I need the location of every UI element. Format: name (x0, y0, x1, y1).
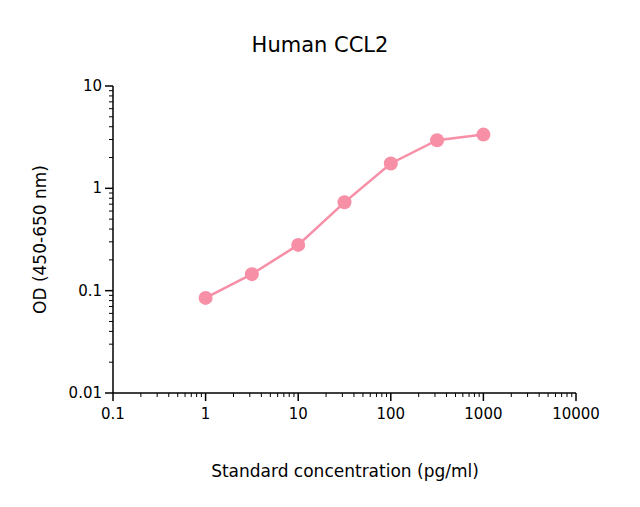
x-minor-tick (539, 393, 540, 397)
x-tick (575, 393, 577, 401)
y-minor-tick (109, 95, 113, 96)
x-minor-tick (474, 393, 475, 397)
y-tick-label: 0.01 (69, 384, 102, 402)
y-axis-label: OD (450-650 nm) (30, 165, 50, 314)
data-point (199, 291, 213, 305)
data-point (337, 195, 351, 209)
x-minor-tick (289, 393, 290, 397)
x-minor-tick (567, 393, 568, 397)
x-axis (113, 392, 576, 394)
x-tick-label: 10000 (552, 405, 600, 423)
x-tick (297, 393, 299, 401)
x-minor-tick (469, 393, 470, 397)
x-minor-tick (434, 393, 435, 397)
y-minor-tick (109, 313, 113, 314)
y-minor-tick (109, 321, 113, 322)
y-minor-tick (109, 116, 113, 117)
x-tick-label: 1000 (464, 405, 502, 423)
y-tick (105, 392, 113, 394)
y-minor-tick (109, 101, 113, 102)
x-minor-tick (527, 393, 528, 397)
x-minor-tick (270, 393, 271, 397)
x-tick-label: 10 (289, 405, 308, 423)
data-point (476, 128, 490, 142)
x-minor-tick (386, 393, 387, 397)
x-minor-tick (157, 393, 158, 397)
y-tick (105, 188, 113, 190)
x-minor-tick (479, 393, 480, 397)
y-minor-tick (109, 295, 113, 296)
x-tick (483, 393, 485, 401)
y-tick (105, 85, 113, 87)
x-minor-tick (381, 393, 382, 397)
y-tick-label: 1 (92, 179, 102, 197)
y-minor-tick (109, 198, 113, 199)
x-minor-tick (353, 393, 354, 397)
x-minor-tick (462, 393, 463, 397)
y-minor-tick (109, 193, 113, 194)
y-minor-tick (109, 219, 113, 220)
y-tick-label: 10 (83, 77, 102, 95)
x-tick (112, 393, 114, 401)
x-minor-tick (191, 393, 192, 397)
y-minor-tick (109, 211, 113, 212)
x-minor-tick (455, 393, 456, 397)
chart: Human CCL2 Standard concentration (pg/ml)… (0, 0, 640, 507)
x-tick (390, 393, 392, 401)
y-tick (105, 290, 113, 292)
title: Human CCL2 (252, 33, 389, 57)
data-point (384, 156, 398, 170)
x-tick (205, 393, 207, 401)
y-minor-tick (109, 229, 113, 230)
data-point (245, 267, 259, 281)
x-tick-label: 100 (376, 405, 405, 423)
y-minor-tick (109, 259, 113, 260)
x-minor-tick (561, 393, 562, 397)
data-point (430, 133, 444, 147)
y-minor-tick (109, 126, 113, 127)
x-minor-tick (201, 393, 202, 397)
x-minor-tick (196, 393, 197, 397)
y-minor-tick (109, 204, 113, 205)
x-minor-tick (185, 393, 186, 397)
x-minor-tick (261, 393, 262, 397)
x-minor-tick (177, 393, 178, 397)
y-minor-tick (109, 362, 113, 363)
x-minor-tick (446, 393, 447, 397)
x-axis-label: Standard concentration (pg/ml) (211, 461, 479, 481)
y-minor-tick (109, 139, 113, 140)
y-minor-tick (109, 344, 113, 345)
data-line (206, 135, 484, 298)
x-tick-label: 0.1 (101, 405, 125, 423)
x-minor-tick (571, 393, 572, 397)
x-minor-tick (168, 393, 169, 397)
x-minor-tick (293, 393, 294, 397)
y-minor-tick (109, 306, 113, 307)
y-axis (112, 86, 114, 393)
x-minor-tick (326, 393, 327, 397)
plot-area (199, 128, 491, 305)
x-minor-tick (140, 393, 141, 397)
x-minor-tick (376, 393, 377, 397)
x-minor-tick (370, 393, 371, 397)
x-minor-tick (342, 393, 343, 397)
y-minor-tick (109, 300, 113, 301)
x-minor-tick (548, 393, 549, 397)
x-minor-tick (283, 393, 284, 397)
y-minor-tick (109, 90, 113, 91)
x-minor-tick (249, 393, 250, 397)
x-minor-tick (555, 393, 556, 397)
y-tick-label: 0.1 (78, 282, 102, 300)
x-minor-tick (277, 393, 278, 397)
x-minor-tick (362, 393, 363, 397)
x-tick-label: 1 (201, 405, 211, 423)
y-minor-tick (109, 108, 113, 109)
y-minor-tick (109, 241, 113, 242)
x-minor-tick (511, 393, 512, 397)
data-point (291, 238, 305, 252)
x-minor-tick (418, 393, 419, 397)
y-minor-tick (109, 157, 113, 158)
x-minor-tick (233, 393, 234, 397)
y-minor-tick (109, 331, 113, 332)
